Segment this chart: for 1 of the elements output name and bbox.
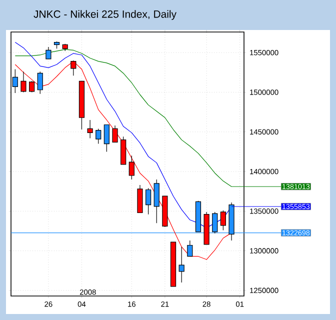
chart-title: JNKC - Nikkei 225 Index, Daily [34,10,176,20]
